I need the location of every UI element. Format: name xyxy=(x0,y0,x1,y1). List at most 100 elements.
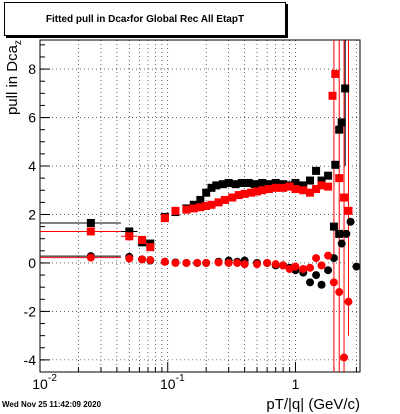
circle-marker xyxy=(202,258,211,267)
square-marker xyxy=(86,227,95,236)
circle-marker xyxy=(86,253,95,262)
square-marker xyxy=(207,200,216,209)
square-marker xyxy=(306,176,315,185)
square-marker xyxy=(138,235,147,244)
circle-marker xyxy=(253,260,262,269)
plot-frame xyxy=(39,39,361,373)
y-tick-label: 8 xyxy=(28,61,36,77)
circle-marker xyxy=(214,258,223,267)
square-marker xyxy=(344,206,353,215)
square-marker xyxy=(279,183,288,192)
square-marker xyxy=(220,195,229,204)
square-marker xyxy=(285,182,294,191)
square-marker xyxy=(271,178,280,187)
x-axis-title: pT/|q| (GeV/c) xyxy=(266,396,360,413)
square-marker xyxy=(244,178,253,187)
circle-marker xyxy=(279,261,288,270)
x-tick-labels: 10 -2 10 -1 1 xyxy=(32,373,299,392)
y-axis-title-main: pull in Dca xyxy=(4,44,21,115)
x-tick-label: 10 xyxy=(32,376,48,392)
square-marker xyxy=(258,186,267,195)
square-marker xyxy=(160,214,169,223)
square-marker xyxy=(312,166,321,175)
x-tick-label: 1 xyxy=(292,376,300,392)
circle-marker xyxy=(324,251,333,260)
circle-marker xyxy=(317,261,326,270)
data-markers xyxy=(86,69,361,362)
square-marker xyxy=(291,185,300,194)
square-marker xyxy=(171,206,180,215)
square-marker xyxy=(86,218,95,227)
square-marker xyxy=(125,227,134,236)
x-tick-exponent: -1 xyxy=(176,373,185,384)
chart-title: Fitted pull in Dca z for Global Rec All E… xyxy=(4,2,286,36)
square-marker xyxy=(312,185,321,194)
circle-marker xyxy=(344,297,353,306)
square-marker xyxy=(224,178,233,187)
square-marker xyxy=(335,125,344,134)
square-marker xyxy=(324,182,333,191)
circle-marker xyxy=(146,256,155,265)
square-marker xyxy=(337,118,346,127)
square-marker xyxy=(299,181,308,190)
y-tick-labels: -4 -2 0 2 4 6 8 xyxy=(24,61,37,368)
x-tick-label: 10 xyxy=(160,376,176,392)
square-marker xyxy=(335,229,344,238)
square-marker xyxy=(331,69,340,78)
square-marker xyxy=(146,243,155,252)
y-axis-title: pull in Dcaz xyxy=(4,40,24,115)
square-marker xyxy=(125,232,134,241)
square-marker xyxy=(335,174,344,183)
square-marker xyxy=(240,189,249,198)
square-marker xyxy=(271,183,280,192)
square-marker xyxy=(291,178,300,187)
y-axis-title-sub: z xyxy=(13,40,24,45)
square-marker xyxy=(328,91,337,100)
square-marker xyxy=(218,180,227,189)
chart-title-sub: z xyxy=(126,15,130,23)
circle-marker xyxy=(342,229,351,238)
square-marker xyxy=(264,180,273,189)
circle-marker xyxy=(346,217,355,226)
square-marker xyxy=(329,222,338,231)
circle-marker xyxy=(329,278,338,287)
square-marker xyxy=(182,205,191,214)
circle-marker xyxy=(160,257,169,266)
axis-ticks xyxy=(39,44,357,372)
square-marker xyxy=(189,204,198,213)
y-tick-label: -2 xyxy=(24,303,37,319)
circle-marker xyxy=(171,258,180,267)
square-marker xyxy=(247,188,256,197)
square-marker xyxy=(341,84,350,93)
square-marker xyxy=(258,178,267,187)
circle-marker xyxy=(233,258,242,267)
square-marker xyxy=(340,193,349,202)
circle-marker xyxy=(193,258,202,267)
y-tick-label: 0 xyxy=(28,255,36,271)
circle-marker xyxy=(337,239,346,248)
square-marker xyxy=(231,180,240,189)
circle-marker xyxy=(271,260,280,269)
square-marker xyxy=(196,203,205,212)
square-marker xyxy=(317,181,326,190)
chart-title-rest: for Global Rec All EtapT xyxy=(129,13,245,25)
circle-marker xyxy=(340,353,349,362)
square-marker xyxy=(306,188,315,197)
timestamp: Wed Nov 25 11:42:09 2020 xyxy=(2,400,102,409)
square-marker xyxy=(196,195,205,204)
circle-marker xyxy=(352,262,361,271)
square-marker xyxy=(331,160,340,169)
square-marker xyxy=(299,186,308,195)
circle-marker xyxy=(324,266,333,275)
y-tick-label: 4 xyxy=(28,158,36,174)
circle-marker xyxy=(306,263,315,272)
circle-marker xyxy=(291,262,300,271)
circle-marker xyxy=(335,288,344,297)
square-marker xyxy=(234,191,243,200)
square-marker xyxy=(324,171,333,180)
error-bars xyxy=(40,40,349,372)
circle-marker xyxy=(125,254,134,263)
y-tick-label: -4 xyxy=(24,352,37,368)
x-tick-exponent: -2 xyxy=(48,373,57,384)
